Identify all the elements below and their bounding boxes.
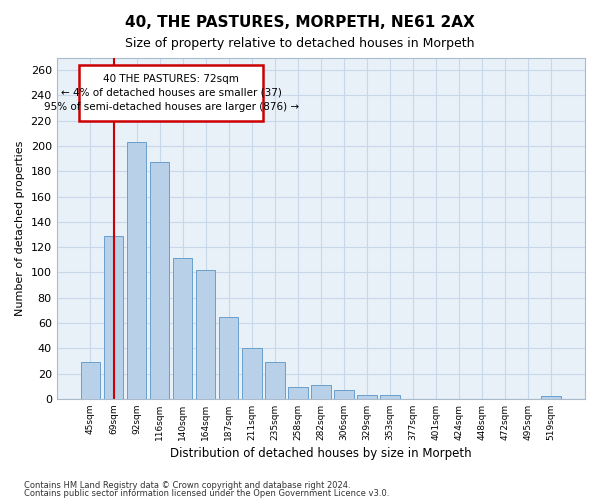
Bar [80, 362, 100, 399]
Text: Size of property relative to detached houses in Morpeth: Size of property relative to detached ho… [125, 38, 475, 51]
Bar [541, 396, 561, 399]
X-axis label: Distribution of detached houses by size in Morpeth: Distribution of detached houses by size … [170, 447, 472, 460]
Text: Contains public sector information licensed under the Open Government Licence v3: Contains public sector information licen… [24, 489, 389, 498]
Y-axis label: Number of detached properties: Number of detached properties [15, 140, 25, 316]
Bar [150, 162, 169, 399]
Bar [219, 316, 238, 399]
Bar [104, 236, 123, 399]
Bar [242, 348, 262, 399]
Bar [311, 385, 331, 399]
Bar [196, 270, 215, 399]
Bar [357, 395, 377, 399]
Bar [334, 390, 353, 399]
Bar [127, 142, 146, 399]
Bar [380, 395, 400, 399]
Bar [173, 258, 193, 399]
Text: 40 THE PASTURES: 72sqm
← 4% of detached houses are smaller (37)
95% of semi-deta: 40 THE PASTURES: 72sqm ← 4% of detached … [44, 74, 299, 112]
Text: 40, THE PASTURES, MORPETH, NE61 2AX: 40, THE PASTURES, MORPETH, NE61 2AX [125, 15, 475, 30]
Text: Contains HM Land Registry data © Crown copyright and database right 2024.: Contains HM Land Registry data © Crown c… [24, 480, 350, 490]
Bar [265, 362, 284, 399]
Bar [288, 388, 308, 399]
Bar [79, 65, 263, 120]
